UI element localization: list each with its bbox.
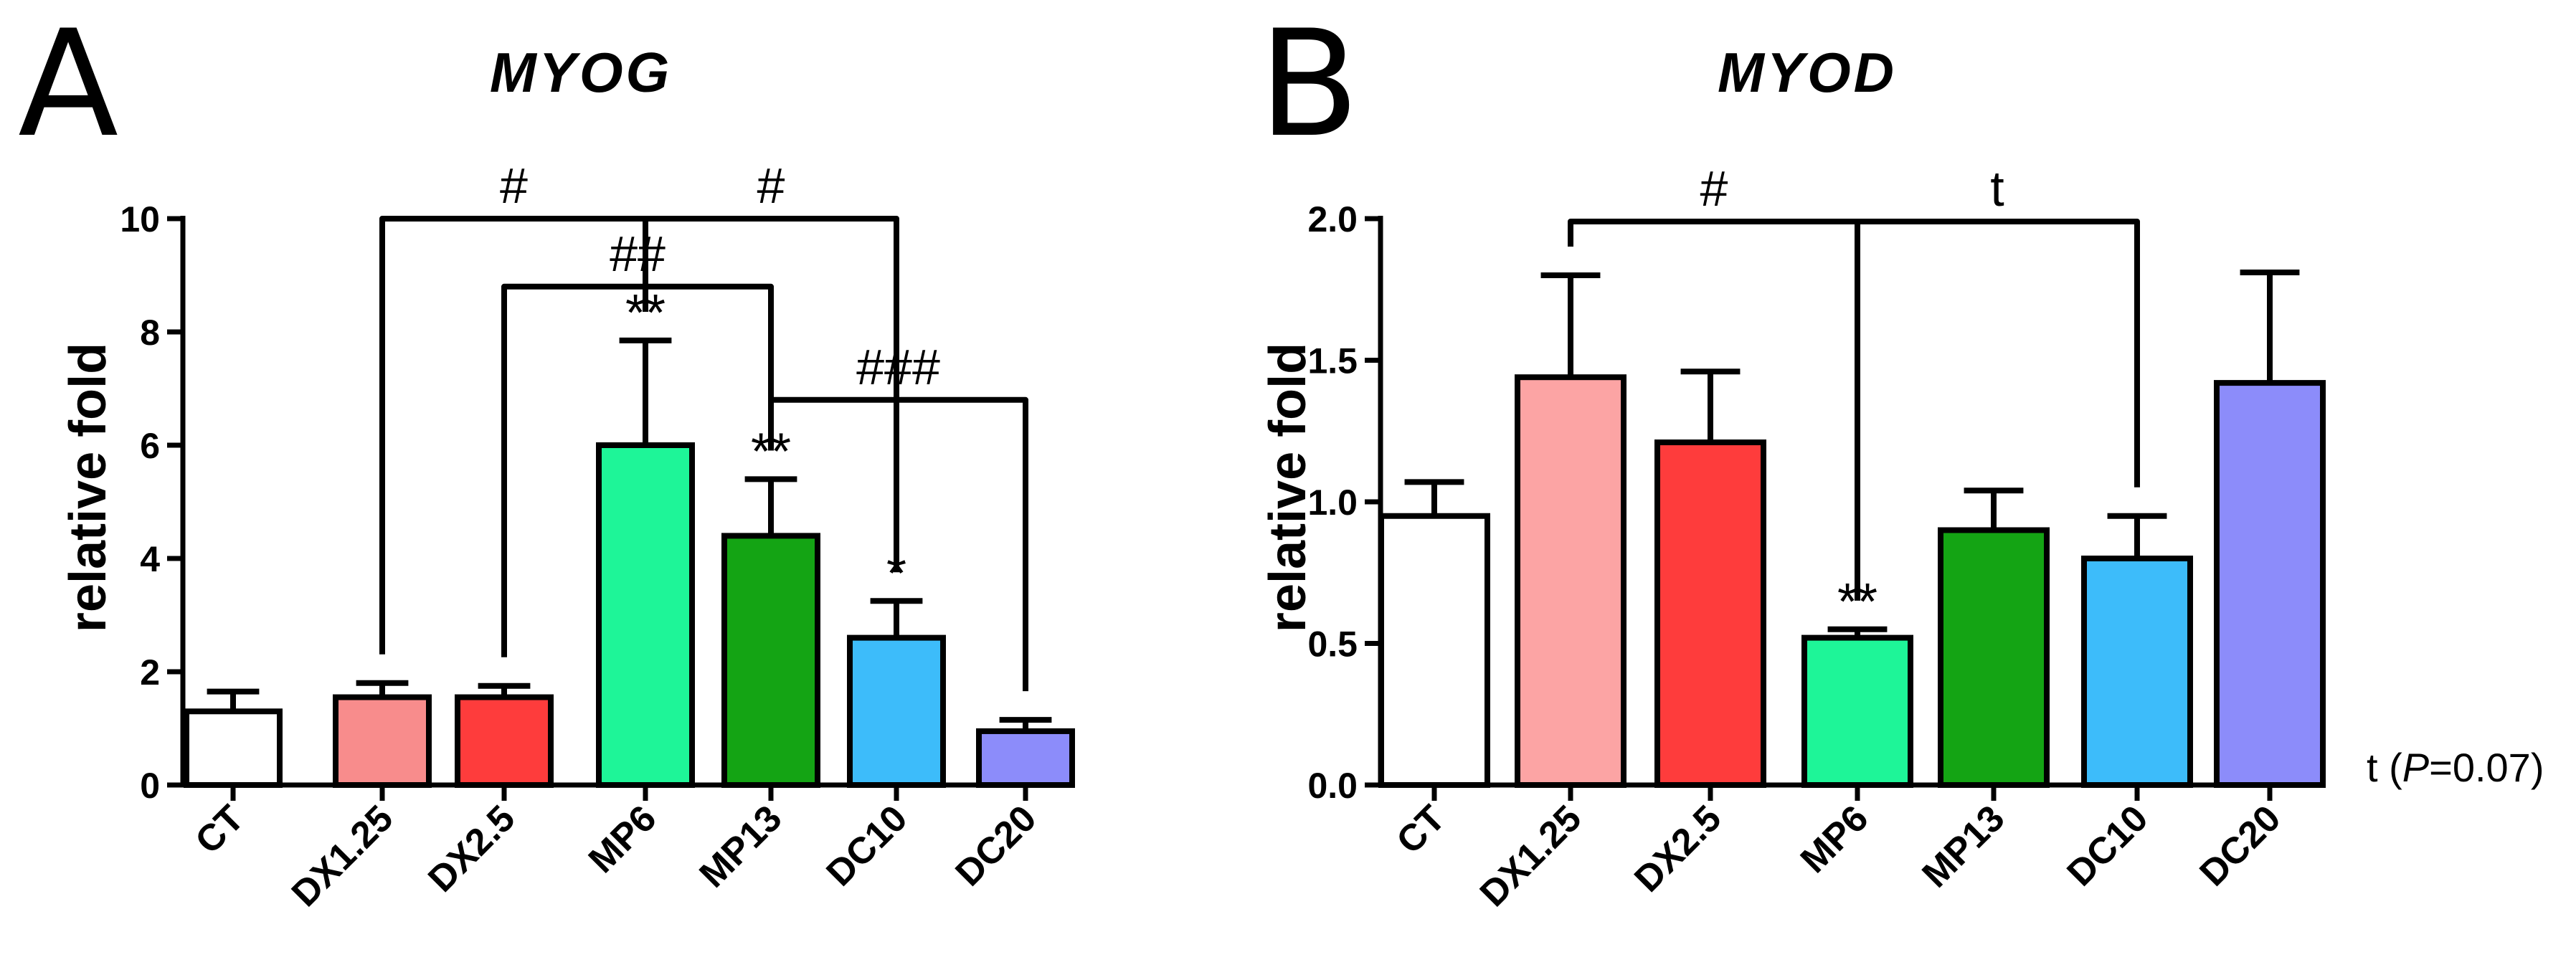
a-bar [596,442,695,788]
b-category-label: MP6 [1793,797,1877,881]
b-bracket [1855,218,2140,601]
a-category-label: DX1.25 [284,797,402,915]
a-bracket-label: ## [610,226,666,282]
a-bracket [768,396,1028,692]
a-bracket-label: ### [856,339,940,395]
footnote-suffix: =0.07) [2429,745,2544,790]
a-category-label: DC20 [947,797,1044,894]
b-category-label: DC10 [2059,797,2156,894]
panel-a-ylabel: relative fold [60,343,117,632]
a-bar [976,728,1075,789]
panel-b-letter: B [1259,0,1360,170]
a-bar [847,634,946,788]
b-bar [1938,527,2050,788]
a-category-label: DX2.5 [420,797,523,900]
panel-b-footnote: t (P=0.07) [2367,745,2544,790]
b-category-label: DX1.25 [1472,797,1590,915]
panel-a-title: MYOG [490,41,672,104]
a-y-tick-label: 6 [140,426,160,466]
footnote-prefix: t ( [2367,745,2402,790]
a-bar [184,708,283,788]
b-bar [2214,380,2326,788]
panel-b-chart: 0.00.51.01.52.0CT DX1.25 DX2.5 MP6**MP13 DC1… [1307,161,2326,915]
a-bracket [501,283,774,657]
b-category-label: MP13 [1914,797,2012,895]
b-y-tick-label: 1.5 [1307,341,1358,381]
b-bar [1378,513,1490,788]
b-y-tick-label: 0.0 [1307,766,1358,806]
b-y-tick-label: 2.0 [1307,199,1358,239]
footnote-p: P [2402,745,2429,790]
b-category-label: DC20 [2192,797,2288,894]
a-category-label: DC10 [818,797,915,894]
a-bar [333,694,432,788]
b-bar [1515,374,1626,788]
a-y-tick-label: 4 [140,539,160,579]
a-y-tick-label: 2 [140,652,160,693]
a-y-tick-label: 0 [140,766,160,806]
b-y-tick-label: 1.0 [1307,482,1358,523]
a-y-tick-label: 8 [140,313,160,353]
b-bar [2081,556,2193,788]
b-bar [1801,634,1913,788]
panel-a-letter: A [18,0,118,170]
a-bracket [643,216,899,573]
a-bracket-label: # [757,158,785,214]
a-bar [455,694,554,788]
panel-b-ylabel: relative fold [1259,343,1317,632]
b-category-label: DX2.5 [1626,797,1729,900]
a-y-tick-label: 10 [120,199,160,239]
a-bar [721,533,820,789]
a-category-label: MP13 [691,797,790,895]
b-bracket-label: t [1990,161,2004,217]
b-category-label: CT [1388,797,1453,862]
panel-b-title: MYOD [1718,41,1897,104]
a-category-label: MP6 [581,797,665,881]
a-bracket-label: # [500,158,528,214]
b-bracket-label: # [1700,161,1728,217]
b-y-tick-label: 0.5 [1307,624,1358,665]
a-category-label: CT [187,797,252,862]
b-bar [1654,439,1766,788]
